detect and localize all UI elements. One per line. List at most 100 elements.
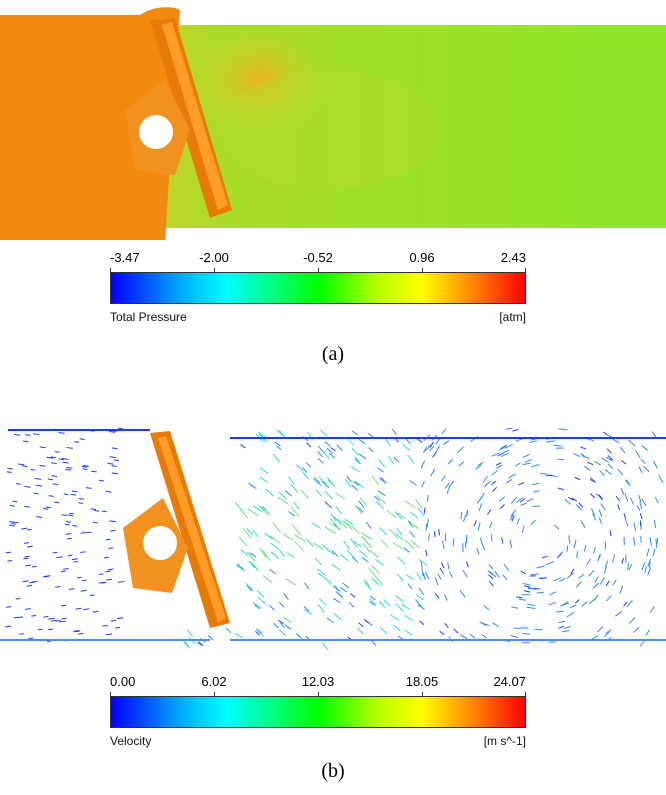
velocity-vector bbox=[570, 568, 575, 575]
velocity-vector bbox=[510, 635, 519, 639]
velocity-vector bbox=[425, 444, 432, 452]
caption-b: (b) bbox=[321, 760, 345, 782]
velocity-vector bbox=[22, 440, 29, 443]
velocity-vector bbox=[74, 441, 80, 443]
velocity-vector bbox=[361, 532, 373, 540]
velocity-vector bbox=[481, 542, 486, 551]
velocity-vector bbox=[240, 549, 249, 556]
velocity-vector bbox=[401, 603, 411, 611]
velocity-vector bbox=[434, 577, 439, 586]
velocity-vector bbox=[344, 518, 354, 526]
velocity-vector bbox=[78, 632, 84, 635]
velocity-vector bbox=[404, 539, 415, 550]
velocity-vector bbox=[488, 574, 494, 580]
velocity-vector bbox=[605, 433, 613, 438]
velocity-vector bbox=[9, 524, 15, 527]
velocity-vector bbox=[246, 528, 254, 536]
velocity-vector bbox=[641, 445, 648, 451]
velocity-vector bbox=[530, 519, 536, 526]
velocity-vector bbox=[351, 556, 359, 563]
velocity-vector bbox=[423, 507, 426, 514]
velocity-vector bbox=[45, 506, 51, 509]
velocity-vector bbox=[621, 558, 625, 564]
velocity-vector bbox=[317, 572, 326, 579]
velocity-vector bbox=[66, 537, 72, 540]
velocity-vector bbox=[235, 632, 243, 639]
velocity-vector bbox=[422, 572, 426, 581]
velocity-vector bbox=[62, 568, 69, 570]
velocity-vector bbox=[58, 432, 65, 434]
velocity-vector bbox=[283, 592, 289, 600]
velocity-vector bbox=[652, 460, 658, 469]
velocity-vector bbox=[377, 467, 384, 473]
velocity-vector bbox=[658, 475, 664, 483]
velocity-vector bbox=[259, 467, 269, 475]
velocity-vector bbox=[284, 624, 292, 630]
velocity-tick: 0.00 bbox=[110, 674, 136, 689]
velocity-vector bbox=[113, 459, 120, 462]
velocity-vector bbox=[368, 447, 374, 453]
velocity-vector bbox=[58, 458, 64, 461]
velocity-vector bbox=[23, 542, 30, 544]
velocity-vector bbox=[25, 608, 31, 610]
velocity-vector bbox=[363, 618, 370, 624]
velocity-vector bbox=[623, 601, 628, 607]
velocity-vector bbox=[101, 510, 107, 513]
velocity-vector bbox=[392, 542, 403, 550]
velocity-vector bbox=[91, 470, 97, 473]
velocity-vector bbox=[207, 635, 214, 641]
velocity-vector bbox=[294, 541, 305, 552]
velocity-vector bbox=[317, 451, 323, 458]
velocity-vector bbox=[491, 480, 497, 486]
velocity-vector bbox=[13, 521, 19, 524]
velocity-vector bbox=[306, 538, 314, 547]
velocity-tick: 6.02 bbox=[201, 674, 227, 689]
velocity-vector bbox=[105, 538, 111, 541]
velocity-vector bbox=[390, 614, 399, 621]
velocity-vector bbox=[259, 506, 269, 516]
velocity-vector bbox=[76, 576, 82, 579]
velocity-vector bbox=[109, 456, 116, 459]
velocity-vector bbox=[33, 492, 39, 495]
velocity-vector bbox=[107, 462, 114, 465]
velocity-vector bbox=[573, 539, 577, 549]
valve-disk bbox=[123, 431, 230, 628]
velocity-vector bbox=[364, 581, 372, 591]
velocity-vector bbox=[624, 493, 629, 502]
velocity-vector bbox=[501, 537, 504, 544]
velocity-vector bbox=[111, 447, 118, 450]
velocity-vector bbox=[330, 513, 337, 522]
velocity-vector bbox=[351, 430, 359, 436]
pressure-legend-title: Total Pressure bbox=[110, 310, 187, 324]
velocity-vector bbox=[430, 468, 436, 477]
velocity-vector bbox=[371, 475, 380, 486]
velocity-vector bbox=[379, 626, 388, 635]
velocity-vector bbox=[344, 479, 352, 488]
velocity-vector bbox=[636, 504, 641, 512]
velocity-vector bbox=[421, 480, 425, 488]
velocity-vector bbox=[605, 580, 610, 587]
velocity-vector bbox=[340, 554, 350, 562]
velocity-vector bbox=[376, 495, 387, 505]
velocity-vector bbox=[498, 496, 506, 502]
velocity-vector bbox=[358, 622, 364, 628]
velocity-vector bbox=[473, 520, 477, 527]
velocity-vector bbox=[567, 496, 574, 501]
pressure-tick: -2.00 bbox=[199, 250, 229, 265]
velocity-vector bbox=[66, 447, 73, 449]
velocity-vector bbox=[31, 565, 37, 568]
velocity-vector bbox=[296, 464, 304, 472]
velocity-vector bbox=[43, 575, 51, 578]
velocity-vector bbox=[337, 518, 348, 529]
velocity-vector bbox=[313, 477, 321, 484]
velocity-vector bbox=[491, 470, 498, 476]
velocity-vector bbox=[24, 555, 30, 558]
velocity-vector bbox=[574, 476, 581, 481]
velocity-vector bbox=[615, 495, 621, 502]
velocity-vector bbox=[578, 502, 584, 508]
velocity-vector bbox=[651, 431, 657, 439]
velocity-vector bbox=[460, 511, 463, 520]
velocity-vector bbox=[444, 482, 450, 489]
velocity-vector bbox=[324, 526, 336, 535]
velocity-vector bbox=[558, 578, 566, 582]
